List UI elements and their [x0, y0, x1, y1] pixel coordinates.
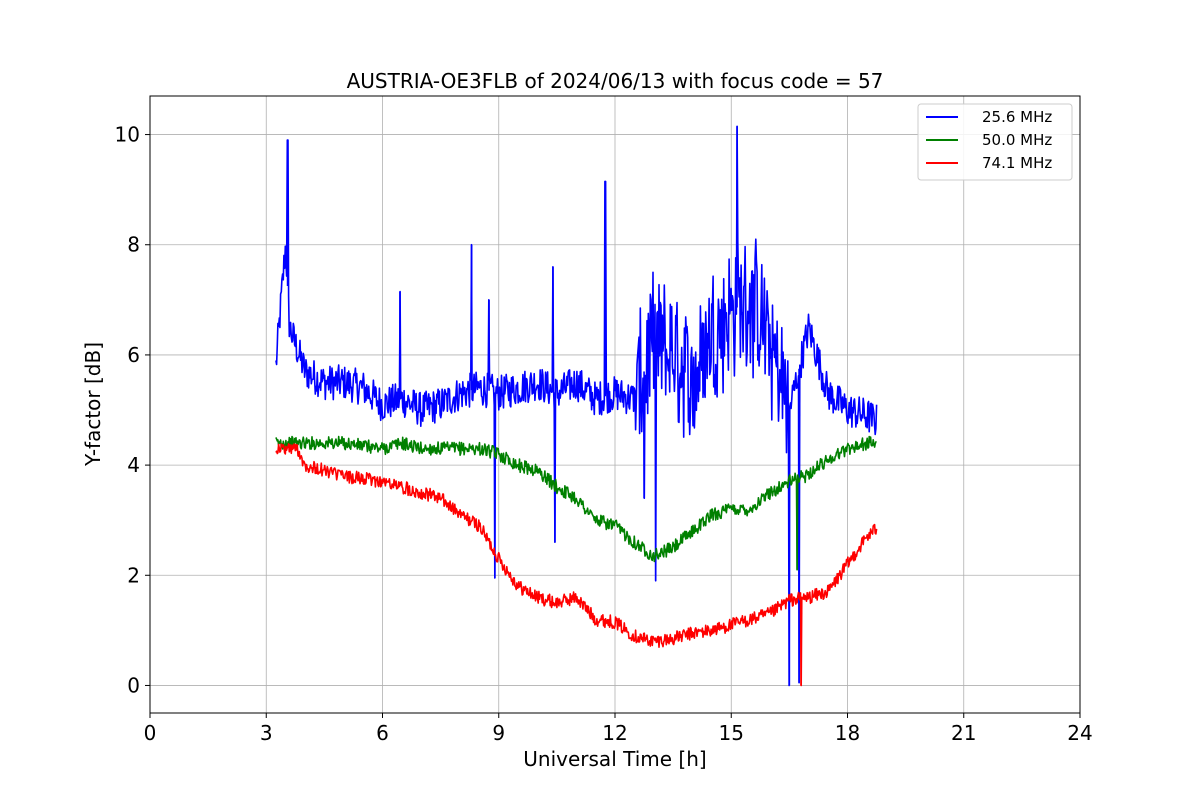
x-tick-label-4: 12 [602, 721, 627, 745]
y-axis-label: Y-factor [dB] [81, 342, 105, 467]
x-tick-label-6: 18 [835, 721, 860, 745]
y-tick-label-3: 6 [127, 343, 140, 367]
x-tick-label-1: 3 [260, 721, 273, 745]
series-line-3 [275, 443, 878, 687]
x-tick-label-3: 9 [492, 721, 505, 745]
x-tick-label-2: 6 [376, 721, 389, 745]
x-tick-label-8: 24 [1067, 721, 1092, 745]
grid [150, 96, 1080, 713]
x-axis-label: Universal Time [h] [523, 747, 706, 771]
legend-label-series-3: 74.1 MHz [982, 154, 1052, 172]
y-tick-label-1: 2 [127, 563, 140, 587]
x-tick-label-7: 21 [951, 721, 976, 745]
x-tick-label-5: 15 [719, 721, 744, 745]
legend-box [917, 103, 1073, 181]
legend-label-series-2: 50.0 MHz [982, 131, 1052, 149]
y-tick-label-2: 4 [127, 453, 140, 477]
x-tick-label-0: 0 [144, 721, 157, 745]
chart-title: AUSTRIA-OE3FLB of 2024/06/13 with focus … [347, 69, 884, 93]
legend: 25.6 MHz 50.0 MHz 74.1 MHz [917, 103, 1073, 181]
y-tick-label-4: 8 [127, 233, 140, 257]
series-group [275, 125, 878, 687]
series-line-1 [275, 125, 878, 687]
legend-label-series-1: 25.6 MHz [982, 108, 1052, 126]
y-tick-label-5: 10 [115, 123, 140, 147]
y-tick-label-0: 0 [127, 673, 140, 697]
series-line-2 [275, 435, 877, 571]
